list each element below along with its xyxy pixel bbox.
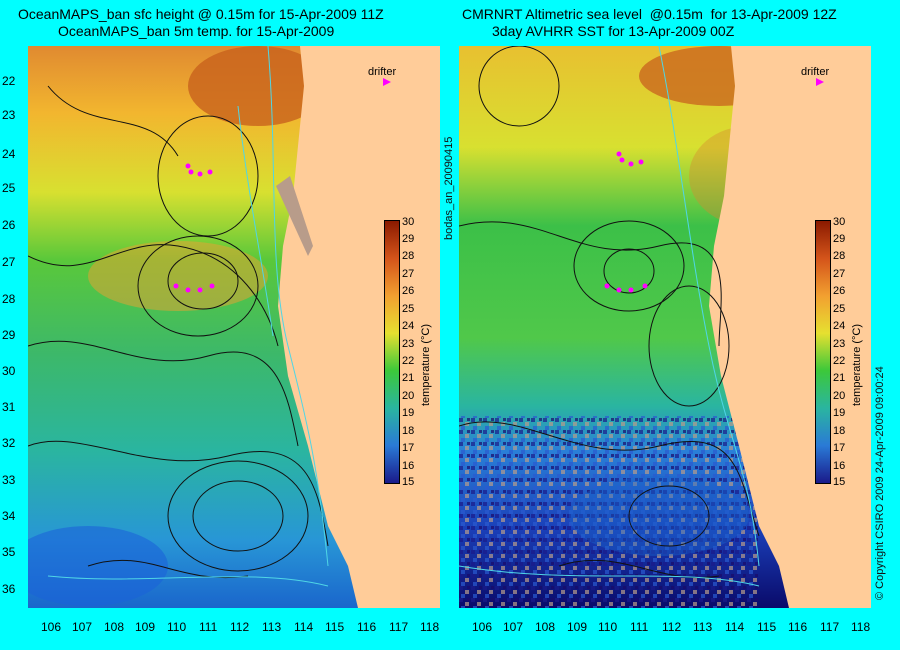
left-colorbar [384,220,400,484]
left-sst-map [28,46,440,608]
right-colorbar-ticks: 30 29 28 27 26 25 24 23 22 21 20 19 18 1… [833,216,846,488]
left-map-title: OceanMAPS_ban sfc height @ 0.15m for 15-… [18,6,384,39]
left-colorbar-ticks: 30 29 28 27 26 25 24 23 22 21 20 19 18 1… [402,216,415,488]
right-drifter-label: drifter [801,66,830,78]
left-map-panel[interactable]: 30 29 28 27 26 25 24 23 22 21 20 19 18 1… [28,46,440,608]
right-colorbar-label: temperature (°C) [851,323,863,406]
right-map-panel[interactable]: 30 29 28 27 26 25 24 23 22 21 20 19 18 1… [459,46,871,608]
copyright-label: © Copyright CSIRO 2009 24-Apr-2009 09:00… [874,366,886,600]
left-drifter-label: drifter [368,66,397,78]
right-sst-map [459,46,871,608]
left-colorbar-label: temperature (°C) [420,323,432,406]
right-map-title: CMRNRT Altimetric sea level @0.15m for 1… [462,6,837,39]
right-colorbar [815,220,831,484]
run-id-label: bodas_an_20090415 [443,136,455,240]
